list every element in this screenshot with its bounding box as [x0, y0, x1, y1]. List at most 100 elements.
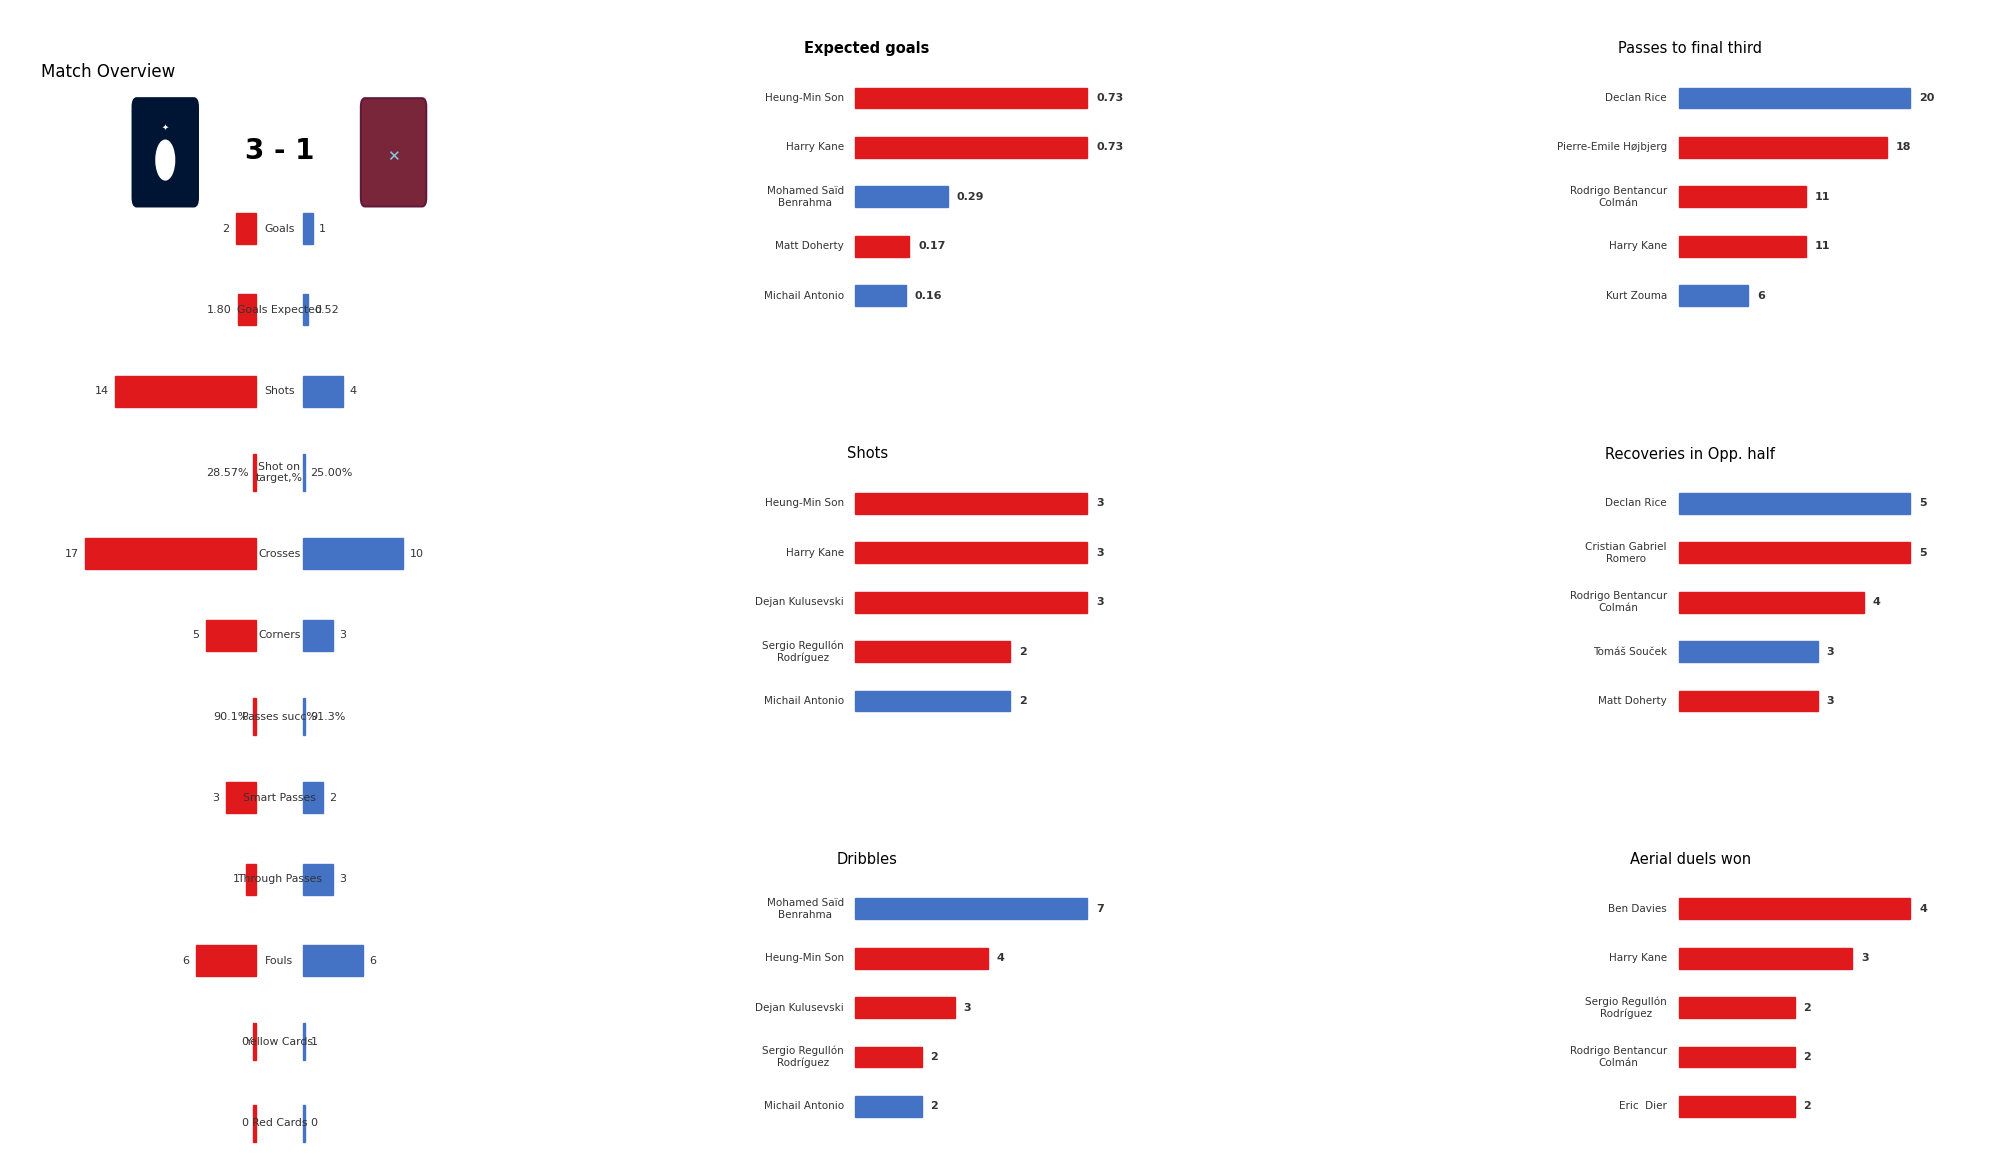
Text: 4: 4 — [1872, 597, 1880, 607]
Text: 5: 5 — [1920, 548, 1926, 558]
Text: 4: 4 — [1920, 904, 1928, 914]
Bar — [1678, 236, 1806, 256]
Text: Shots: Shots — [846, 446, 888, 462]
Bar — [302, 864, 332, 894]
Text: Passes to final third: Passes to final third — [1618, 41, 1762, 56]
Text: 2: 2 — [330, 793, 336, 803]
Text: 10: 10 — [410, 549, 424, 559]
Bar — [1678, 187, 1806, 207]
Text: Rodrigo Bentancur
Colmán: Rodrigo Bentancur Colmán — [1570, 1046, 1666, 1068]
Text: Shots: Shots — [264, 387, 294, 396]
FancyBboxPatch shape — [360, 99, 426, 207]
Text: 2: 2 — [930, 1101, 938, 1112]
Text: Yellow Cards: Yellow Cards — [246, 1036, 314, 1047]
Text: Heung-Min Son: Heung-Min Son — [764, 953, 844, 964]
Text: 0.16: 0.16 — [914, 290, 942, 301]
Text: 3: 3 — [340, 874, 346, 885]
Bar — [302, 538, 404, 570]
Text: 28.57%: 28.57% — [206, 468, 248, 477]
Bar — [1678, 1047, 1794, 1067]
Text: 20: 20 — [1920, 93, 1934, 103]
Text: 14: 14 — [94, 387, 108, 396]
Bar — [302, 1023, 306, 1060]
Bar — [254, 454, 256, 491]
Text: 11: 11 — [1814, 192, 1830, 202]
Text: Michail Antonio: Michail Antonio — [764, 290, 844, 301]
Bar — [856, 236, 910, 256]
Text: 2: 2 — [1804, 1101, 1810, 1112]
Bar — [246, 864, 256, 894]
Text: Sergio Regullón
Rodríguez: Sergio Regullón Rodríguez — [762, 640, 844, 663]
Text: Michail Antonio: Michail Antonio — [764, 1101, 844, 1112]
Text: Harry Kane: Harry Kane — [1608, 953, 1666, 964]
Text: 3: 3 — [1096, 597, 1104, 607]
Text: 2: 2 — [1018, 696, 1026, 706]
Text: 0: 0 — [242, 1036, 248, 1047]
Text: 6: 6 — [182, 955, 190, 966]
Text: 6: 6 — [1756, 290, 1764, 301]
Text: Match Overview: Match Overview — [40, 62, 176, 81]
Bar — [1678, 899, 1910, 919]
Bar — [1678, 137, 1888, 157]
Text: Rodrigo Bentancur
Colmán: Rodrigo Bentancur Colmán — [1570, 186, 1666, 208]
Text: Matt Doherty: Matt Doherty — [776, 241, 844, 251]
Text: 3: 3 — [1826, 696, 1834, 706]
Text: ✦: ✦ — [162, 122, 168, 132]
Text: Declan Rice: Declan Rice — [1606, 93, 1666, 103]
Text: 2: 2 — [1804, 1052, 1810, 1062]
Text: Cristian Gabriel
Romero: Cristian Gabriel Romero — [1586, 542, 1666, 564]
Text: 1.80: 1.80 — [206, 304, 232, 315]
Bar — [856, 88, 1088, 108]
Text: Dejan Kulusevski: Dejan Kulusevski — [756, 1002, 844, 1013]
Bar — [1678, 691, 1818, 711]
Text: 4: 4 — [996, 953, 1004, 964]
Bar — [1678, 642, 1818, 662]
Text: 3: 3 — [340, 630, 346, 640]
Text: Harry Kane: Harry Kane — [786, 142, 844, 153]
Text: Shot on
target,%: Shot on target,% — [256, 462, 302, 483]
Bar — [302, 1104, 306, 1142]
Text: ✕: ✕ — [388, 149, 400, 164]
Text: 3 - 1: 3 - 1 — [244, 137, 314, 166]
Text: Dribbles: Dribbles — [836, 852, 898, 867]
Bar — [302, 698, 306, 736]
Bar — [206, 619, 256, 651]
Bar — [856, 691, 1010, 711]
Text: Crosses: Crosses — [258, 549, 300, 559]
Text: 3: 3 — [1862, 953, 1868, 964]
Text: 5: 5 — [192, 630, 200, 640]
Text: 0.29: 0.29 — [956, 192, 984, 202]
Bar — [1678, 88, 1910, 108]
Text: 18: 18 — [1896, 142, 1912, 153]
Text: Red Cards: Red Cards — [252, 1119, 308, 1128]
Text: Dejan Kulusevski: Dejan Kulusevski — [756, 597, 844, 607]
Text: Goals: Goals — [264, 223, 294, 234]
Text: 3: 3 — [964, 1002, 972, 1013]
Text: 25.00%: 25.00% — [310, 468, 352, 477]
Bar — [856, 948, 988, 968]
Text: Pierre-Emile Højbjerg: Pierre-Emile Højbjerg — [1556, 142, 1666, 153]
Bar — [196, 945, 256, 976]
Text: Michail Antonio: Michail Antonio — [764, 696, 844, 706]
Text: Mohamed Saïd
Benrahma: Mohamed Saïd Benrahma — [766, 186, 844, 208]
Text: Expected goals: Expected goals — [804, 41, 930, 56]
Bar — [1678, 1096, 1794, 1116]
Text: 3: 3 — [1096, 498, 1104, 509]
Text: Harry Kane: Harry Kane — [1608, 241, 1666, 251]
Text: 4: 4 — [350, 387, 356, 396]
Text: 0.17: 0.17 — [918, 241, 946, 251]
Text: Eric  Dier: Eric Dier — [1620, 1101, 1666, 1112]
Text: Corners: Corners — [258, 630, 300, 640]
Bar — [856, 1096, 922, 1116]
Bar — [226, 783, 256, 813]
Bar — [1678, 543, 1910, 563]
Bar — [302, 945, 364, 976]
Bar — [1678, 286, 1748, 306]
Text: 91.3%: 91.3% — [310, 712, 346, 721]
Text: 2: 2 — [1804, 1002, 1810, 1013]
Bar — [856, 899, 1088, 919]
Text: Passes succ%: Passes succ% — [242, 712, 316, 721]
Bar — [1678, 998, 1794, 1018]
Text: Matt Doherty: Matt Doherty — [1598, 696, 1666, 706]
Bar — [856, 137, 1088, 157]
